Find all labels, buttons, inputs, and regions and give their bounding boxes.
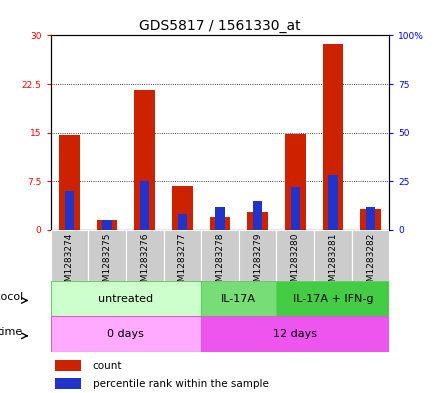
Bar <box>51 316 201 352</box>
Bar <box>164 230 201 281</box>
Bar <box>59 134 80 230</box>
Text: untreated: untreated <box>98 294 154 304</box>
Bar <box>178 214 187 230</box>
Bar <box>360 209 381 230</box>
Bar <box>134 90 155 230</box>
Text: GSM1283279: GSM1283279 <box>253 232 262 293</box>
Bar <box>103 220 112 230</box>
Bar <box>55 378 81 389</box>
Text: GSM1283281: GSM1283281 <box>328 232 337 293</box>
Bar <box>247 212 268 230</box>
Text: GSM1283276: GSM1283276 <box>140 232 149 293</box>
Bar <box>51 281 201 316</box>
Text: IL-17A + IFN-g: IL-17A + IFN-g <box>293 294 373 304</box>
Bar <box>97 220 117 230</box>
Bar <box>276 230 314 281</box>
Bar <box>172 186 193 230</box>
Bar <box>126 230 164 281</box>
Bar <box>201 230 239 281</box>
Bar <box>239 230 276 281</box>
Text: GSM1283274: GSM1283274 <box>65 232 74 293</box>
Bar <box>314 230 352 281</box>
Text: 12 days: 12 days <box>273 329 317 339</box>
Bar <box>55 360 81 371</box>
Text: 0 days: 0 days <box>107 329 144 339</box>
Text: IL-17A: IL-17A <box>221 294 257 304</box>
Bar <box>215 207 225 230</box>
Bar <box>253 201 262 230</box>
Bar <box>290 187 300 230</box>
Bar <box>65 191 74 230</box>
Bar <box>201 281 276 316</box>
Text: GSM1283280: GSM1283280 <box>291 232 300 293</box>
Bar <box>51 230 88 281</box>
Title: GDS5817 / 1561330_at: GDS5817 / 1561330_at <box>139 19 301 33</box>
Text: protocol: protocol <box>0 292 23 302</box>
Text: count: count <box>93 361 122 371</box>
Text: GSM1283282: GSM1283282 <box>366 232 375 293</box>
Text: GSM1283278: GSM1283278 <box>216 232 224 293</box>
Text: GSM1283275: GSM1283275 <box>103 232 112 293</box>
Bar <box>201 316 389 352</box>
Bar <box>285 134 306 230</box>
Bar <box>352 230 389 281</box>
Text: GSM1283277: GSM1283277 <box>178 232 187 293</box>
Bar <box>140 181 150 230</box>
Bar <box>209 217 231 230</box>
Text: time: time <box>0 327 23 337</box>
Bar <box>323 44 343 230</box>
Bar <box>276 281 389 316</box>
Text: percentile rank within the sample: percentile rank within the sample <box>93 378 268 389</box>
Bar <box>88 230 126 281</box>
Bar <box>366 207 375 230</box>
Bar <box>328 175 337 230</box>
